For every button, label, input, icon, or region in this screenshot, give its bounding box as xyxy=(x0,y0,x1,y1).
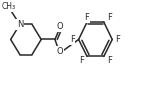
Text: F: F xyxy=(107,13,112,22)
Text: F: F xyxy=(79,56,84,65)
Text: O: O xyxy=(56,47,63,56)
Text: O: O xyxy=(57,22,64,31)
Text: F: F xyxy=(70,35,75,44)
Text: F: F xyxy=(84,13,89,22)
Text: F: F xyxy=(115,35,120,44)
Text: CH₃: CH₃ xyxy=(1,2,16,11)
Text: F: F xyxy=(107,56,112,65)
Text: N: N xyxy=(17,20,23,29)
